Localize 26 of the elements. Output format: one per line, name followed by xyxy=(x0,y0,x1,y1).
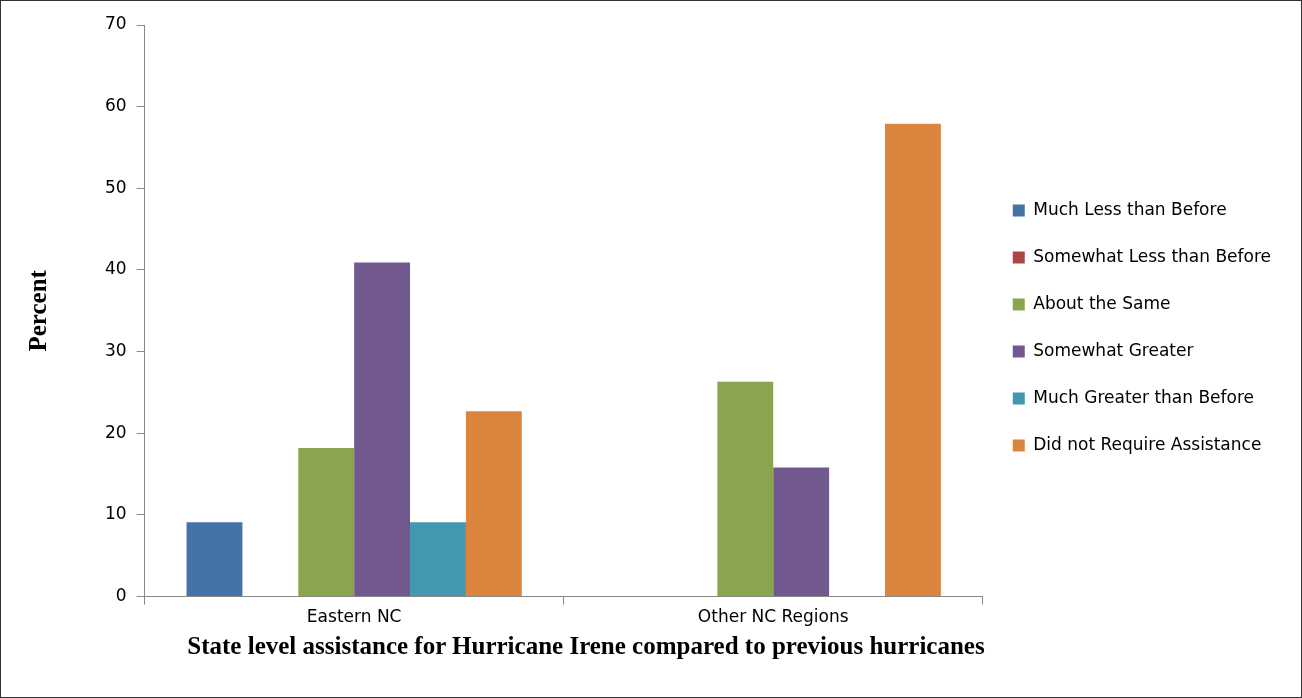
y-tick-label: 40 xyxy=(104,258,127,279)
legend-label: Much Less than Before xyxy=(1033,198,1227,219)
x-tick-label: Other NC Regions xyxy=(697,606,849,627)
y-tick-label: 30 xyxy=(104,340,127,361)
y-tick-label: 10 xyxy=(104,503,127,524)
x-tick-label: Eastern NC xyxy=(306,606,402,627)
bar xyxy=(884,123,941,597)
legend-label: About the Same xyxy=(1033,292,1171,313)
bar xyxy=(410,522,466,597)
bar xyxy=(773,467,830,597)
y-axis-title: Percent xyxy=(24,269,52,352)
legend-label: Somewhat Less than Before xyxy=(1033,245,1272,266)
y-tick-label: 60 xyxy=(104,95,127,116)
y-tick-label: 20 xyxy=(104,421,127,442)
bar xyxy=(354,262,411,597)
bar xyxy=(298,447,355,597)
y-tick-label: 70 xyxy=(104,13,127,34)
bar xyxy=(717,381,774,597)
legend-label: Somewhat Greater xyxy=(1033,339,1194,360)
text: State level assistance for Hurricane Irene compared to previous hurricanes xyxy=(186,631,986,661)
bar xyxy=(186,522,243,597)
bar xyxy=(465,411,522,597)
legend-label: Much Greater than Before xyxy=(1033,386,1255,407)
y-tick-label: 0 xyxy=(115,585,127,606)
legend-label: Did not Require Assistance xyxy=(1033,433,1262,454)
y-tick-label: 50 xyxy=(104,176,127,197)
